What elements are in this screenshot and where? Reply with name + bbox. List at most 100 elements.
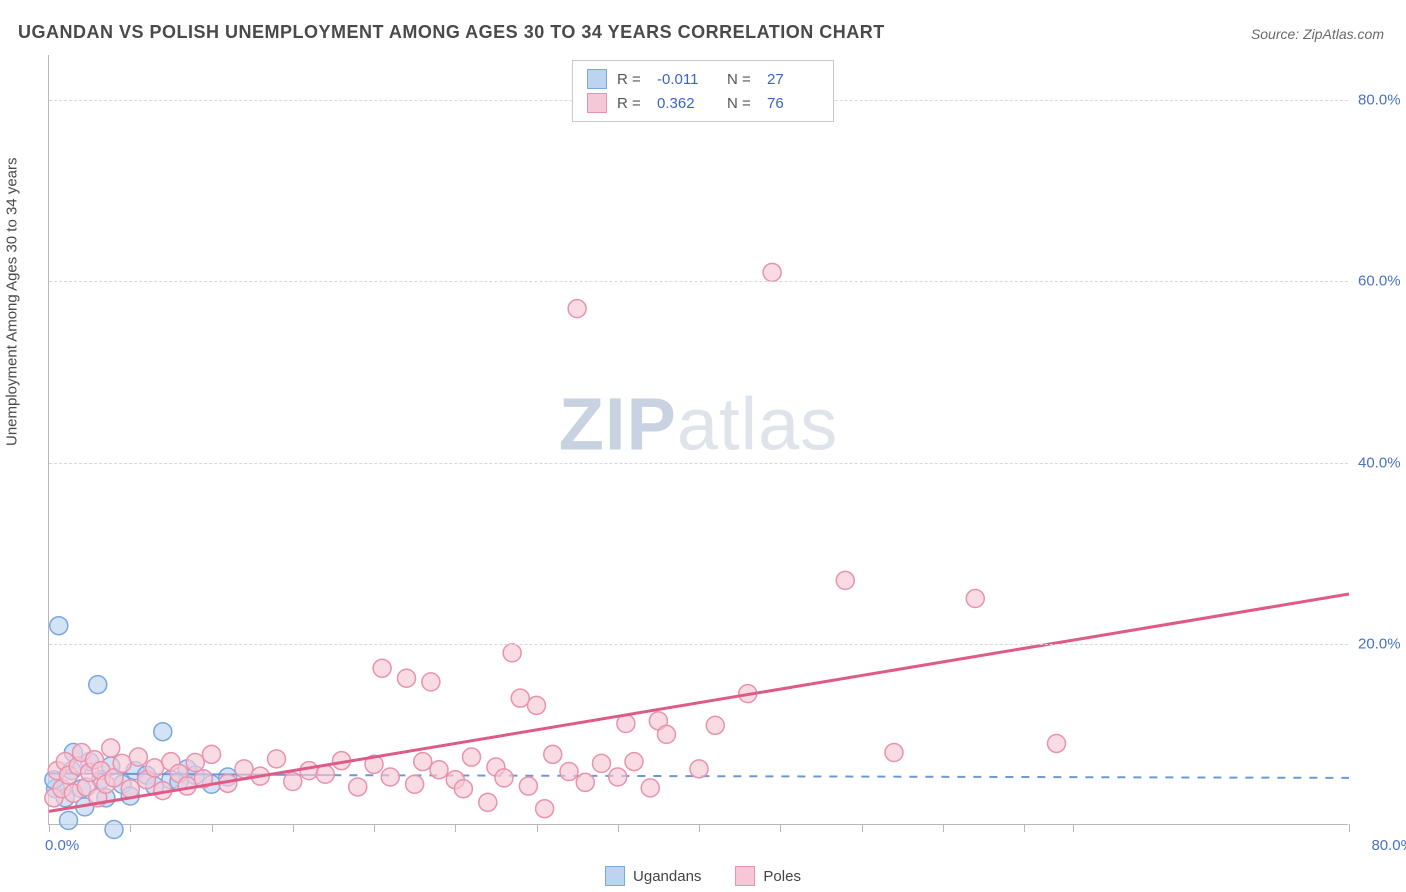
data-point [316,765,334,783]
data-point [186,753,204,771]
data-point [113,754,131,772]
x-tick [49,824,50,832]
data-point [121,780,139,798]
data-point [422,673,440,691]
data-point [129,748,147,766]
x-tick [780,824,781,832]
x-tick [699,824,700,832]
correlation-legend: R = -0.011 N = 27 R = 0.362 N = 76 [572,60,834,122]
x-tick [618,824,619,832]
legend-row: R = -0.011 N = 27 [587,67,819,91]
gridline [49,644,1348,645]
data-point [568,300,586,318]
x-tick [1073,824,1074,832]
data-point [349,778,367,796]
y-tick-label: 40.0% [1358,454,1406,471]
y-tick-label: 60.0% [1358,273,1406,290]
x-tick [374,824,375,832]
y-tick-label: 80.0% [1358,92,1406,109]
data-point [528,696,546,714]
x-tick [293,824,294,832]
data-point [373,659,391,677]
trend-line-extrapolated [333,775,1349,778]
chart-title: UGANDAN VS POLISH UNEMPLOYMENT AMONG AGE… [18,22,885,43]
data-point [763,263,781,281]
series-legend: Ugandans Poles [605,866,801,886]
data-point [609,768,627,786]
data-point [495,769,513,787]
x-tick [1024,824,1025,832]
x-tick [943,824,944,832]
legend-label: Poles [763,868,801,885]
x-tick [455,824,456,832]
data-point [300,762,318,780]
data-point [89,676,107,694]
data-point [50,617,68,635]
chart-svg [49,55,1348,824]
data-point [406,775,424,793]
data-point [430,761,448,779]
data-point [268,750,286,768]
data-point [398,669,416,687]
data-point [706,716,724,734]
data-point [690,760,708,778]
legend-swatch [587,93,607,113]
data-point [146,759,164,777]
x-min-label: 0.0% [45,837,79,854]
x-tick [212,824,213,832]
legend-swatch [735,866,755,886]
data-point [102,739,120,757]
x-tick [862,824,863,832]
data-point [641,779,659,797]
source-attribution: Source: ZipAtlas.com [1251,26,1384,42]
x-tick [1349,824,1350,832]
data-point [105,821,123,839]
data-point [625,753,643,771]
trend-line [49,594,1349,811]
data-point [836,571,854,589]
y-axis-label: Unemployment Among Ages 30 to 34 years [4,157,21,446]
data-point [966,590,984,608]
legend-swatch [587,69,607,89]
data-point [658,725,676,743]
y-tick-label: 20.0% [1358,635,1406,652]
data-point [1048,734,1066,752]
legend-item: Ugandans [605,866,701,886]
data-point [381,768,399,786]
legend-n-label: N = [727,71,757,88]
legend-r-value: -0.011 [657,71,709,88]
data-point [284,773,302,791]
legend-n-value: 27 [767,71,819,88]
legend-item: Poles [735,866,801,886]
data-point [593,754,611,772]
legend-n-label: N = [727,95,757,112]
legend-row: R = 0.362 N = 76 [587,91,819,115]
x-tick [130,824,131,832]
scatter-plot-area: ZIPatlas 20.0%40.0%60.0%80.0%0.0%80.0% [48,55,1348,825]
data-point [414,753,432,771]
data-point [560,763,578,781]
data-point [60,811,78,829]
gridline [49,463,1348,464]
legend-n-value: 76 [767,95,819,112]
data-point [544,745,562,763]
data-point [235,760,253,778]
legend-swatch [605,866,625,886]
data-point [479,793,497,811]
data-point [503,644,521,662]
legend-r-label: R = [617,95,647,112]
data-point [536,800,554,818]
data-point [154,723,172,741]
legend-r-label: R = [617,71,647,88]
legend-label: Ugandans [633,868,701,885]
data-point [463,748,481,766]
data-point [576,773,594,791]
x-tick [537,824,538,832]
data-point [885,744,903,762]
data-point [519,777,537,795]
data-point [203,745,221,763]
gridline [49,281,1348,282]
legend-r-value: 0.362 [657,95,709,112]
data-point [511,689,529,707]
data-point [454,780,472,798]
